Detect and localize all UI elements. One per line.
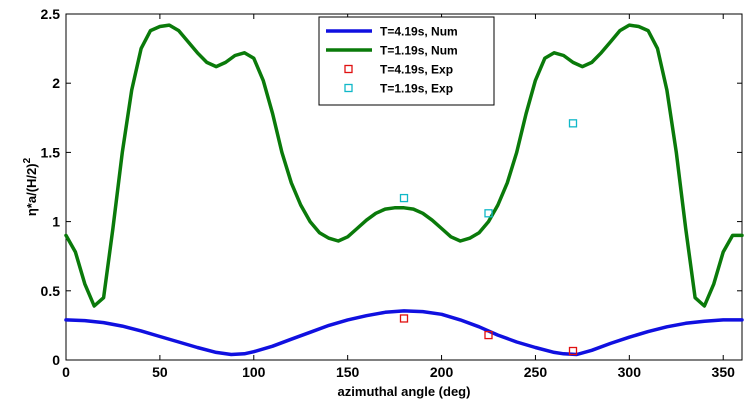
x-axis-label: azimuthal angle (deg) — [338, 384, 471, 399]
y-tick-label: 2 — [52, 75, 60, 91]
legend-label: T=1.19s, Num — [380, 44, 458, 58]
x-tick-label: 50 — [152, 364, 168, 380]
legend-label: T=4.19s, Num — [380, 25, 458, 39]
y-tick-label: 1 — [52, 214, 60, 230]
y-tick-label: 2.5 — [41, 6, 61, 22]
y-tick-label: 0 — [52, 352, 60, 368]
x-tick-label: 200 — [430, 364, 454, 380]
legend-label: T=4.19s, Exp — [380, 63, 453, 77]
x-tick-label: 0 — [62, 364, 70, 380]
x-tick-label: 350 — [712, 364, 736, 380]
y-tick-label: 0.5 — [41, 283, 61, 299]
x-tick-label: 300 — [618, 364, 642, 380]
x-tick-label: 250 — [524, 364, 548, 380]
y-axis-label-base: η*a/(H/2) — [24, 163, 39, 216]
x-tick-label: 150 — [336, 364, 360, 380]
y-tick-label: 1.5 — [41, 144, 61, 160]
legend: T=4.19s, Num T=1.19s, Num T=4.19s, Exp T=1.… — [319, 17, 494, 105]
y-axis-label-superscript: 2 — [22, 157, 33, 163]
legend-label: T=1.19s, Exp — [380, 82, 453, 96]
y-axis-label: η*a/(H/2)2 — [22, 157, 39, 216]
x-tick-label: 100 — [242, 364, 266, 380]
